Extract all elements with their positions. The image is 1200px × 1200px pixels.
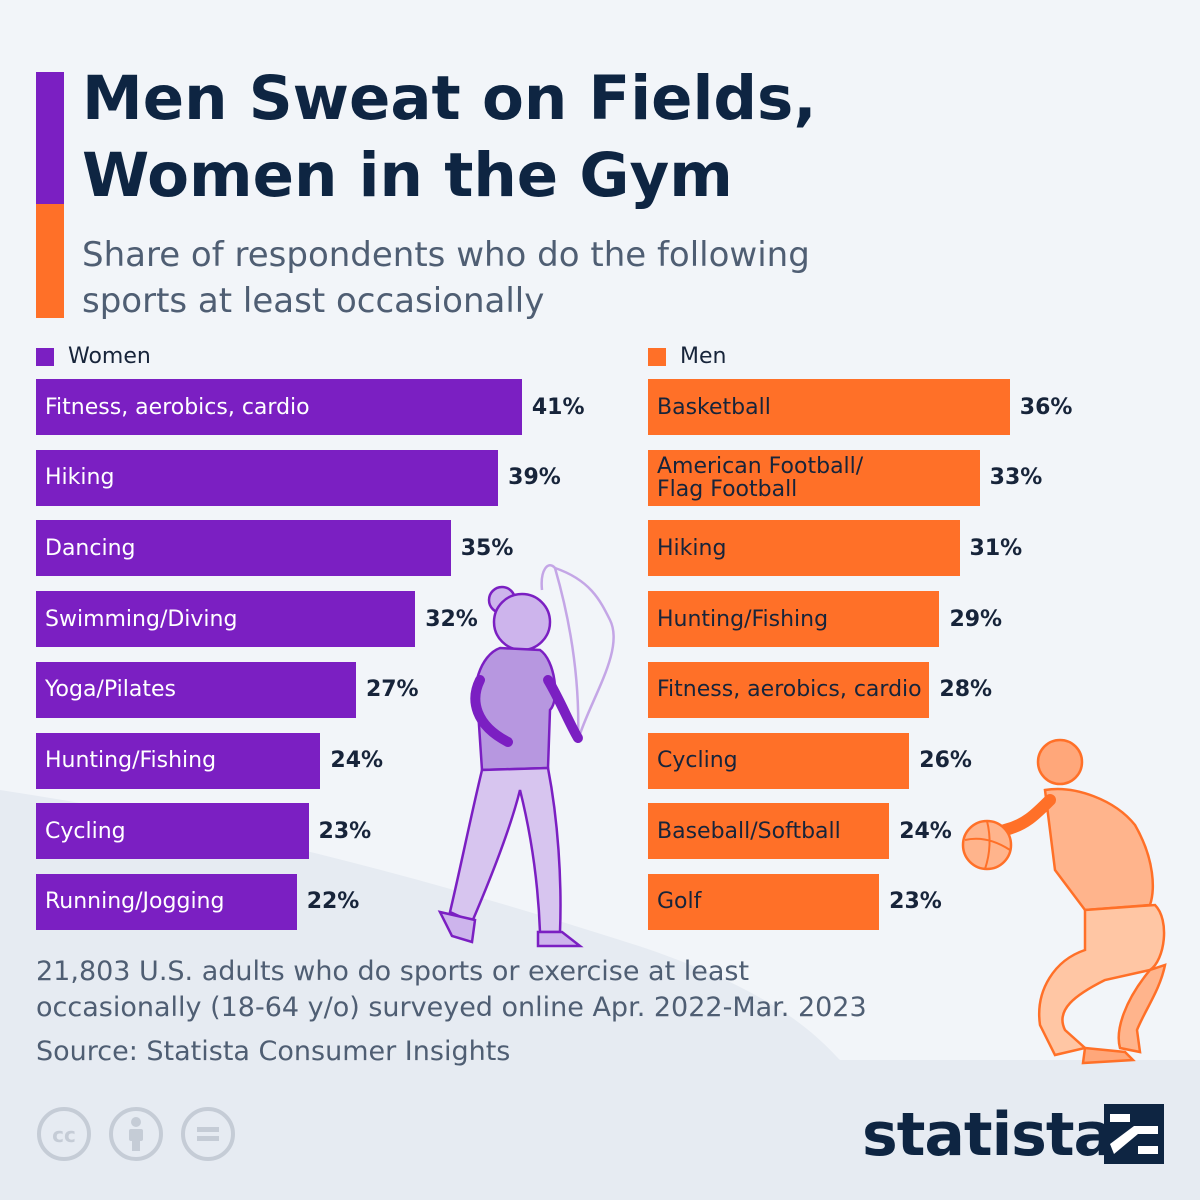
women-bar-value-1: 39%	[508, 465, 561, 491]
men-bar-6	[648, 803, 890, 860]
legend-women-swatch	[36, 347, 54, 366]
statista-brand-text: statista	[862, 1100, 1114, 1170]
women-bar-label-3: Swimming/Diving	[45, 606, 238, 632]
title-accent-orange	[36, 204, 64, 318]
women-bar-value-5: 24%	[330, 748, 384, 773]
women-bar-value-0: 41%	[531, 394, 585, 420]
men-bar-label-6: Baseball/Softball	[657, 818, 841, 844]
women-bar-label-2: Dancing	[45, 535, 136, 561]
men-bar-value-7: 23%	[889, 889, 942, 915]
legend-men-swatch	[648, 347, 666, 366]
men-bar-value-4: 28%	[939, 677, 993, 703]
title-accent-purple	[36, 72, 64, 204]
legend-women-label: Women	[68, 344, 151, 369]
men-bar-label-2: Hiking	[657, 535, 727, 561]
men-bar-0	[648, 379, 1010, 435]
men-bar-value-6: 24%	[899, 818, 952, 844]
cc-icon[interactable]: cc	[36, 1106, 92, 1162]
men-bar-label-3: Hunting/Fishing	[657, 606, 829, 632]
women-bar-label-0: Fitness, aerobics, cardio	[45, 394, 310, 420]
men-bar-value-5: 26%	[919, 748, 972, 773]
men-bar-3	[648, 591, 940, 648]
women-bar-4	[36, 661, 356, 718]
women-bar-2	[36, 520, 451, 577]
women-bar-5	[36, 732, 321, 789]
women-bar-value-6: 23%	[318, 818, 372, 844]
men-bar-value-1: 33%	[989, 465, 1043, 491]
men-bar-label-1: American Football/ Flag Football	[657, 453, 864, 502]
men-bar-1	[648, 449, 980, 506]
chart-subtitle: Share of respondents who do the followin…	[82, 235, 810, 321]
men-bar-2	[648, 520, 960, 577]
legend-men-label: Men	[680, 344, 727, 369]
statista-logo-icon	[1104, 1104, 1164, 1164]
men-bar-7	[648, 873, 880, 930]
women-bar-label-4: Yoga/Pilates	[45, 677, 176, 703]
men-bar-5	[648, 732, 910, 789]
men-bar-label-5: Cycling	[657, 748, 738, 773]
attribution-icon[interactable]	[108, 1106, 164, 1162]
women-bar-value-4: 27%	[365, 677, 419, 703]
women-bar-7	[36, 873, 297, 930]
legend-men: Men	[648, 344, 726, 369]
women-bar-label-6: Cycling	[45, 818, 126, 844]
chart-title: Men Sweat on Fields, Women in the Gym	[82, 63, 817, 211]
legend-women: Women	[36, 344, 151, 369]
women-bar-3	[36, 591, 416, 648]
women-bar-value-3: 32%	[425, 606, 478, 632]
basketball-player-illustration	[961, 738, 1167, 1065]
svg-text:cc: cc	[52, 1123, 76, 1147]
men-bar-label-7: Golf	[657, 889, 702, 915]
source-note: Source: Statista Consumer Insights	[36, 1036, 511, 1067]
women-bar-1	[36, 449, 499, 506]
men-bar-label-0: Basketball	[657, 394, 771, 420]
women-bar-0	[36, 379, 522, 435]
men-bar-4	[648, 661, 930, 718]
men-bar-value-3: 29%	[949, 606, 1003, 632]
women-bar-label-1: Hiking	[45, 465, 115, 491]
men-bar-value-0: 36%	[1019, 394, 1073, 420]
women-bar-value-7: 22%	[306, 889, 360, 915]
survey-footnote: 21,803 U.S. adults who do sports or exer…	[36, 956, 867, 1023]
women-bar-6	[36, 803, 309, 860]
no-derivatives-icon[interactable]	[180, 1106, 236, 1162]
woman-jump-rope-illustration	[437, 564, 615, 948]
women-bar-label-5: Hunting/Fishing	[45, 748, 217, 773]
women-bar-value-2: 35%	[460, 535, 514, 561]
women-bar-label-7: Running/Jogging	[45, 889, 225, 915]
men-bar-label-4: Fitness, aerobics, cardio	[657, 677, 922, 703]
men-bar-value-2: 31%	[969, 535, 1023, 561]
